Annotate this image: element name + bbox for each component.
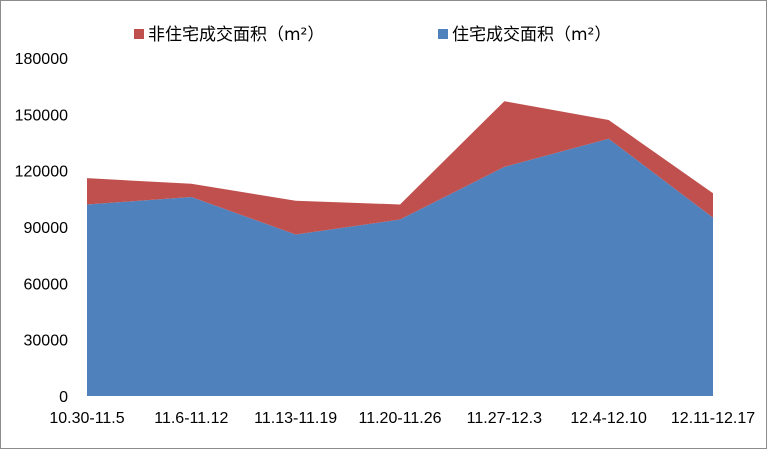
legend-swatch-0: [134, 29, 144, 39]
y-tick-label-2: 60000: [24, 276, 69, 293]
y-tick-label-6: 180000: [15, 51, 68, 68]
axes-layer: 0 30000 60000 90000 120000 150000 180000 10.30-…: [15, 51, 756, 427]
area-series-1: [87, 101, 713, 235]
area-layer: [87, 101, 713, 396]
x-tick-label-6: 12.11-12.17: [671, 410, 755, 427]
x-tick-label-4: 11.27-12.3: [467, 410, 542, 427]
x-tick-label-1: 11.6-11.12: [154, 410, 228, 427]
area-series-0: [87, 138, 713, 396]
y-tick-label-5: 150000: [15, 107, 68, 124]
legend-label-0: 非住宅成交面积（m²）: [148, 25, 324, 45]
x-tick-label-3: 11.20-11.26: [358, 410, 441, 427]
x-tick-label-5: 12.4-12.10: [570, 410, 647, 427]
y-tick-label-0: 0: [59, 389, 68, 406]
y-tick-label-4: 120000: [15, 164, 68, 181]
y-tick-label-3: 90000: [24, 220, 69, 237]
legend-label-1: 住宅成交面积（m²）: [452, 25, 611, 45]
x-tick-label-0: 10.30-11.5: [49, 410, 124, 427]
x-tick-label-2: 11.13-11.19: [254, 410, 337, 427]
y-tick-label-1: 30000: [24, 333, 69, 350]
legend: 非住宅成交面积（m²） 住宅成交面积（m²）: [134, 25, 611, 45]
legend-swatch-1: [438, 29, 448, 39]
